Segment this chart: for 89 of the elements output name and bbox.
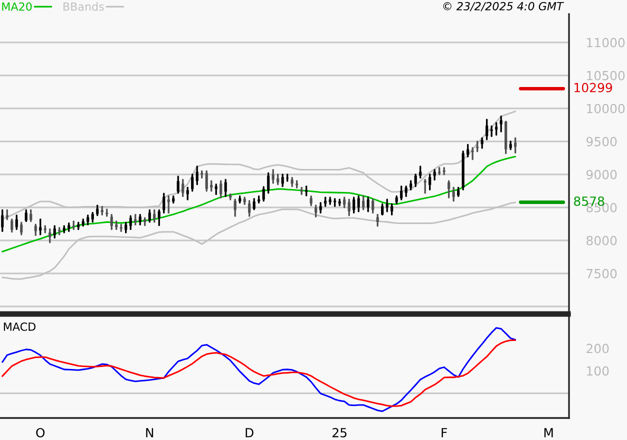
candlestick xyxy=(471,147,474,160)
candlestick xyxy=(15,214,18,230)
candlestick xyxy=(448,180,450,198)
candlestick xyxy=(34,224,37,236)
candlestick xyxy=(20,222,23,236)
candlestick xyxy=(196,166,198,186)
candlestick xyxy=(1,209,4,232)
candlestick xyxy=(281,174,284,188)
candlestick xyxy=(452,186,455,202)
candlestick xyxy=(148,209,151,223)
candlestick xyxy=(490,125,493,137)
candlestick xyxy=(286,174,289,182)
candlestick xyxy=(124,222,128,234)
candlestick xyxy=(343,196,346,208)
candlestick xyxy=(91,212,94,223)
candlestick xyxy=(381,203,384,216)
candlestick xyxy=(500,116,502,132)
candlestick xyxy=(39,218,42,236)
candlestick xyxy=(158,209,160,226)
candlestick xyxy=(386,198,388,212)
line-series xyxy=(2,156,516,252)
legend-label: MA20 xyxy=(2,2,32,11)
line-series xyxy=(2,339,516,407)
candlestick xyxy=(224,178,227,198)
candlestick xyxy=(182,178,184,198)
candlestick xyxy=(376,214,379,227)
candlestick xyxy=(176,176,180,194)
y-tick-label: 200 xyxy=(586,344,609,354)
candlestick xyxy=(252,198,256,210)
candlestick xyxy=(476,140,479,152)
x-tick-label: N xyxy=(146,428,154,438)
candlestick xyxy=(24,209,28,222)
candlestick xyxy=(372,198,374,214)
legend-label: BBands xyxy=(64,2,104,11)
x-tick-label: D xyxy=(246,428,254,438)
candlestick xyxy=(276,174,280,186)
candlestick xyxy=(366,196,370,212)
y-tick-label: 8000 xyxy=(586,236,617,246)
y-tick-label: 9000 xyxy=(586,170,617,180)
text: © 23/2/2025 4:0 GMT xyxy=(443,2,564,12)
x-tick-label: O xyxy=(36,428,45,438)
candlestick xyxy=(248,200,251,217)
candlestick xyxy=(348,198,350,216)
candlestick xyxy=(110,214,113,230)
candlestick xyxy=(86,214,90,226)
candlestick xyxy=(390,203,394,216)
candlestick xyxy=(404,185,408,198)
candlestick xyxy=(414,174,417,188)
candlestick xyxy=(234,198,236,217)
candlestick xyxy=(352,196,356,214)
candlestick xyxy=(319,202,322,214)
candlestick xyxy=(96,204,99,216)
candlestick xyxy=(480,137,484,149)
candlestick xyxy=(486,118,488,140)
candlestick xyxy=(310,195,312,206)
y-tick-label: 9500 xyxy=(586,136,617,146)
y-tick-label: 100 xyxy=(587,366,609,376)
candlestick xyxy=(30,209,32,222)
candlestick xyxy=(272,168,274,184)
candlestick xyxy=(424,178,426,194)
candlestick xyxy=(129,215,132,230)
candlestick xyxy=(153,209,156,223)
y-tick-label: 10000 xyxy=(587,104,625,114)
text: MACD xyxy=(4,322,36,331)
x-tick-label: M xyxy=(544,428,553,438)
x-tick-label: 25 xyxy=(332,428,346,438)
candlestick xyxy=(357,195,360,212)
candlestick xyxy=(400,185,403,200)
candlestick xyxy=(53,225,56,239)
y-tick-label: 10500 xyxy=(587,70,625,80)
candlestick xyxy=(10,218,14,233)
y-tick-label: 11000 xyxy=(587,38,625,48)
candlestick xyxy=(220,180,222,198)
candlestick xyxy=(6,209,8,220)
candlestick xyxy=(466,144,470,158)
candlestick xyxy=(48,228,52,244)
candlestick xyxy=(267,172,270,194)
x-tick-label: F xyxy=(442,428,447,438)
candlestick xyxy=(191,174,194,192)
y-tick-label: 7500 xyxy=(586,268,617,278)
candlestick xyxy=(314,204,318,218)
ref-line-label: 10299 xyxy=(574,82,612,92)
candlestick xyxy=(362,195,365,210)
candlestick xyxy=(162,192,166,214)
candlestick xyxy=(428,174,432,190)
candlestick xyxy=(514,137,517,154)
candlestick xyxy=(262,186,265,202)
candlestick xyxy=(205,170,208,192)
candlestick xyxy=(138,214,142,226)
